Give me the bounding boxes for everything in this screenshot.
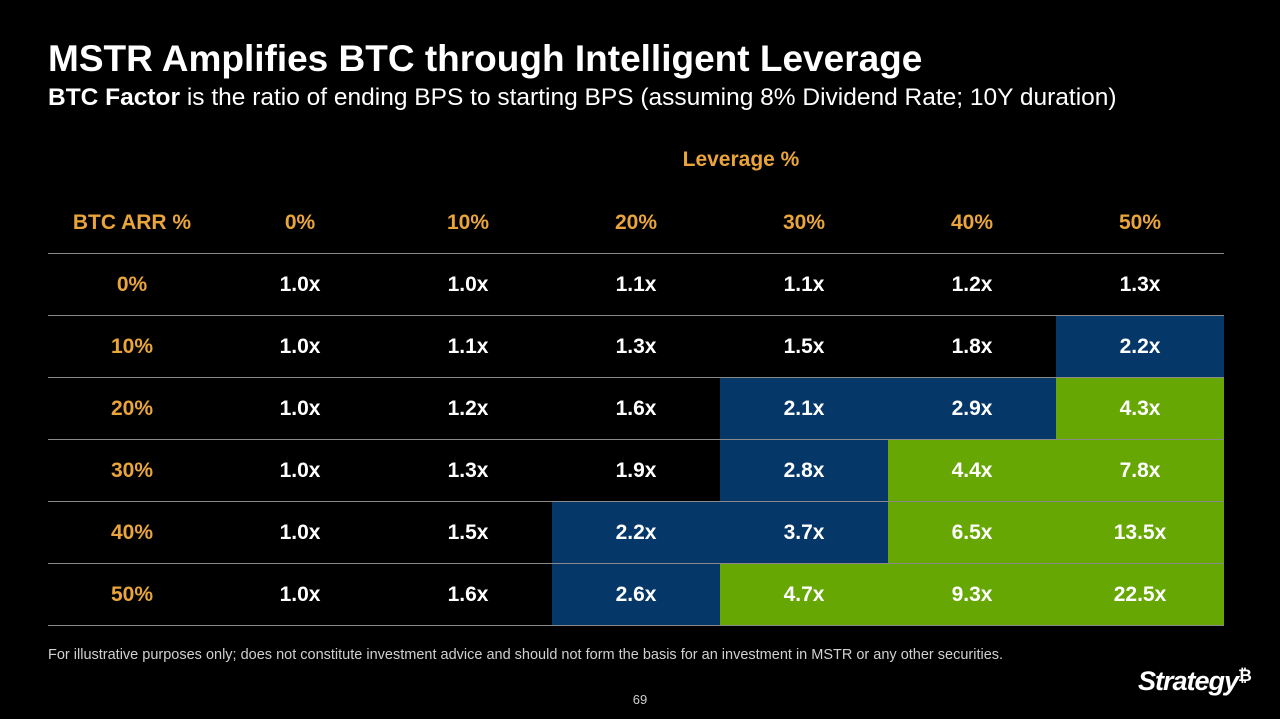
table-cell: 4.7x [720,563,888,626]
row-label: 40% [48,501,216,564]
table-cell: 2.2x [552,501,720,564]
table-cell: 1.9x [552,439,720,502]
table-cell: 1.8x [888,315,1056,378]
slide-subtitle: BTC Factor is the ratio of ending BPS to… [48,84,1117,112]
page-number: 69 [632,692,648,707]
table-row: 10% 1.0x 1.1x 1.3x 1.5x 1.8x 2.2x [48,315,1224,378]
column-header: 20% [552,192,720,254]
table-cell: 1.3x [1056,253,1224,316]
table-cell: 1.2x [888,253,1056,316]
table-cell: 1.0x [216,501,384,564]
table-cell: 1.0x [216,439,384,502]
table-cell: 1.0x [216,315,384,378]
table-cell: 1.0x [216,563,384,626]
table-cell: 7.8x [1056,439,1224,502]
table-cell: 1.3x [552,315,720,378]
table-header-row: BTC ARR % 0% 10% 20% 30% 40% 50% [48,192,1224,254]
table-cell: 1.2x [384,377,552,440]
row-label: 30% [48,439,216,502]
slide-title: MSTR Amplifies BTC through Intelligent L… [48,38,923,79]
table-cell: 1.5x [384,501,552,564]
table-cell: 1.3x [384,439,552,502]
table-cell: 2.8x [720,439,888,502]
corner-header: BTC ARR % [48,192,216,254]
table-cell: 9.3x [888,563,1056,626]
strategy-logo: Strategy₿ [1138,666,1252,697]
logo-text: Strategy [1138,666,1239,696]
table-cell: 2.6x [552,563,720,626]
table-cell: 2.9x [888,377,1056,440]
row-label: 20% [48,377,216,440]
row-label: 0% [48,253,216,316]
table-cell: 1.6x [384,563,552,626]
btc-factor-table: BTC ARR % 0% 10% 20% 30% 40% 50% 0% 1.0x 1… [48,192,1224,626]
column-header: 50% [1056,192,1224,254]
table-cell: 4.3x [1056,377,1224,440]
column-header: 40% [888,192,1056,254]
table-row: 20% 1.0x 1.2x 1.6x 2.1x 2.9x 4.3x [48,377,1224,440]
table-cell: 1.6x [552,377,720,440]
disclaimer: For illustrative purposes only; does not… [48,647,1004,663]
table-cell: 1.1x [384,315,552,378]
table-cell: 1.0x [216,253,384,316]
row-label: 10% [48,315,216,378]
table-cell: 1.0x [384,253,552,316]
table-cell: 3.7x [720,501,888,564]
table-cell: 1.1x [552,253,720,316]
table-cell: 2.1x [720,377,888,440]
table-cell: 1.0x [216,377,384,440]
table-row: 50% 1.0x 1.6x 2.6x 4.7x 9.3x 22.5x [48,563,1224,626]
table-cell: 4.4x [888,439,1056,502]
table-cell: 1.1x [720,253,888,316]
column-header: 30% [720,192,888,254]
table-cell: 2.2x [1056,315,1224,378]
table-cell: 13.5x [1056,501,1224,564]
subtitle-rest: is the ratio of ending BPS to starting B… [180,84,1117,111]
column-header: 10% [384,192,552,254]
table-row: 30% 1.0x 1.3x 1.9x 2.8x 4.4x 7.8x [48,439,1224,502]
table-cell: 22.5x [1056,563,1224,626]
column-header: 0% [216,192,384,254]
table-row: 0% 1.0x 1.0x 1.1x 1.1x 1.2x 1.3x [48,253,1224,316]
table-row: 40% 1.0x 1.5x 2.2x 3.7x 6.5x 13.5x [48,501,1224,564]
leverage-header: Leverage % [682,148,800,171]
table-cell: 6.5x [888,501,1056,564]
subtitle-bold: BTC Factor [48,84,181,111]
bitcoin-icon: ₿ [1238,666,1252,685]
row-label: 50% [48,563,216,626]
table-cell: 1.5x [720,315,888,378]
